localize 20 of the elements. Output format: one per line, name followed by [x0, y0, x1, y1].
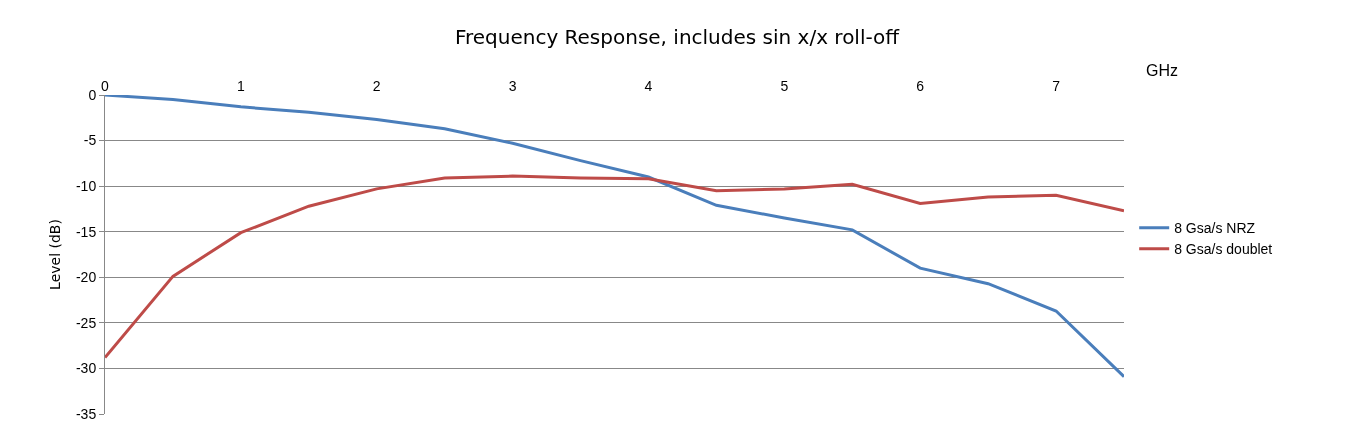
y-tick-label: -35 — [75, 405, 97, 422]
x-tick-label: 6 — [916, 78, 925, 95]
y-tick-label: -10 — [75, 178, 97, 195]
y-tick-label: -30 — [75, 360, 97, 377]
x-axis-title: GHz — [1146, 62, 1178, 79]
x-tick-label: 0 — [101, 78, 110, 95]
y-tick-label: -15 — [75, 223, 97, 240]
x-tick-label: 2 — [372, 78, 381, 95]
x-tick-label: 7 — [1052, 78, 1061, 95]
x-tick-label: 1 — [236, 78, 245, 95]
y-tick-label: -25 — [75, 314, 97, 331]
y-tick-label: -20 — [75, 269, 97, 286]
x-tick-label: 3 — [508, 78, 517, 95]
y-tick-label: -5 — [83, 132, 97, 149]
legend-label: 8 Gsa/s NRZ — [1174, 220, 1256, 237]
y-axis-title: Level (dB) — [46, 219, 63, 290]
x-tick-label: 5 — [780, 78, 789, 95]
chart-title: Frequency Response, includes sin x/x roll-off — [454, 25, 901, 50]
x-tick-label: 4 — [644, 78, 653, 95]
legend-label: 8 Gsa/s doublet — [1174, 241, 1273, 258]
